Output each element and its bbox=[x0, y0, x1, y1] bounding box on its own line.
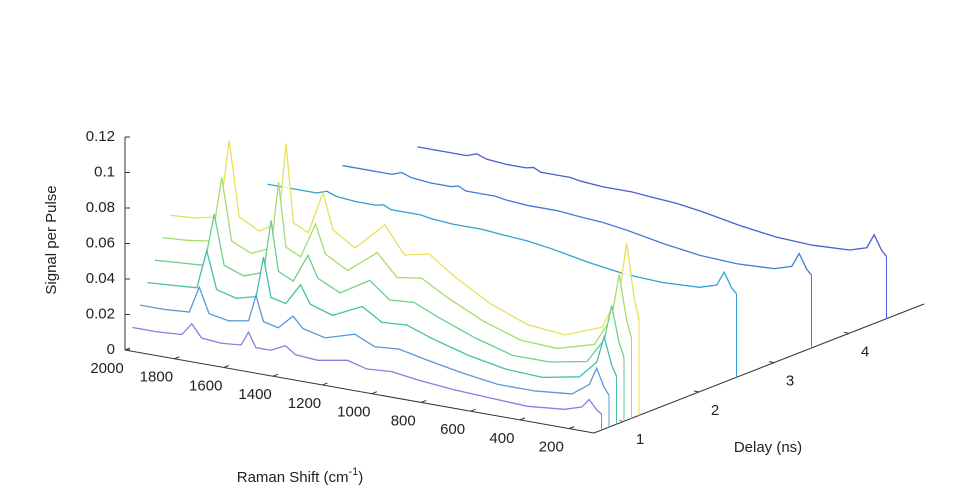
x-tick bbox=[371, 391, 378, 395]
x-tick-label: 1000 bbox=[337, 404, 370, 421]
y-tick-label: 3 bbox=[786, 373, 794, 390]
z-tick-label: 0.04 bbox=[86, 270, 115, 287]
trace bbox=[267, 183, 738, 295]
z-tick-label: 0.06 bbox=[86, 234, 115, 251]
trace bbox=[139, 285, 610, 396]
x-tick bbox=[470, 408, 476, 412]
x-tick bbox=[569, 426, 575, 430]
x-tick-label: 400 bbox=[489, 430, 514, 447]
x-axis bbox=[124, 349, 595, 434]
x-tick-label: 2000 bbox=[90, 360, 123, 377]
x-tick-label: 1200 bbox=[288, 395, 321, 412]
x-tick-label: 200 bbox=[539, 439, 564, 456]
trace bbox=[169, 140, 640, 336]
y-tick-label: 1 bbox=[636, 431, 644, 448]
y-axis bbox=[593, 303, 925, 434]
x-axis-label-text: Raman Shift (cm bbox=[237, 469, 349, 486]
x-tick-label: 1400 bbox=[238, 386, 271, 403]
x-tick-label: 600 bbox=[440, 421, 465, 438]
x-tick bbox=[272, 373, 279, 377]
trace-fill bbox=[132, 323, 602, 431]
trace bbox=[132, 322, 602, 415]
z-tick-label: 0.08 bbox=[86, 199, 115, 216]
z-tick-label: 0 bbox=[107, 341, 115, 358]
y-tick bbox=[768, 361, 775, 364]
y-tick-label: 4 bbox=[861, 343, 869, 360]
y-tick bbox=[843, 331, 850, 334]
x-axis-label-end: ) bbox=[358, 469, 363, 486]
x-axis-label-sup: -1 bbox=[348, 466, 358, 478]
z-tick-label: 0.1 bbox=[94, 163, 115, 180]
x-tick-label: 1600 bbox=[189, 377, 222, 394]
trace bbox=[342, 164, 813, 276]
x-tick bbox=[421, 399, 427, 403]
x-tick bbox=[519, 417, 526, 421]
x-tick bbox=[124, 347, 131, 351]
z-tick-label: 0.12 bbox=[86, 128, 115, 145]
trace-fill bbox=[147, 250, 617, 425]
x-tick bbox=[174, 356, 180, 360]
z-axis-label: Signal per Pulse bbox=[43, 185, 60, 294]
trace bbox=[147, 247, 618, 379]
x-axis-label: Raman Shift (cm-1) bbox=[237, 466, 363, 486]
x-tick bbox=[223, 365, 229, 368]
x-tick-label: 1800 bbox=[140, 369, 173, 386]
trace-fill bbox=[140, 287, 609, 428]
z-tick-label: 0.02 bbox=[86, 305, 115, 322]
y-tick bbox=[693, 390, 700, 393]
x-tick-label: 800 bbox=[391, 412, 416, 429]
x-tick bbox=[322, 382, 328, 386]
y-axis-label: Delay (ns) bbox=[734, 439, 802, 456]
y-tick-label: 2 bbox=[711, 402, 719, 419]
trace bbox=[154, 213, 625, 363]
trace bbox=[417, 146, 888, 257]
trace bbox=[162, 177, 633, 350]
